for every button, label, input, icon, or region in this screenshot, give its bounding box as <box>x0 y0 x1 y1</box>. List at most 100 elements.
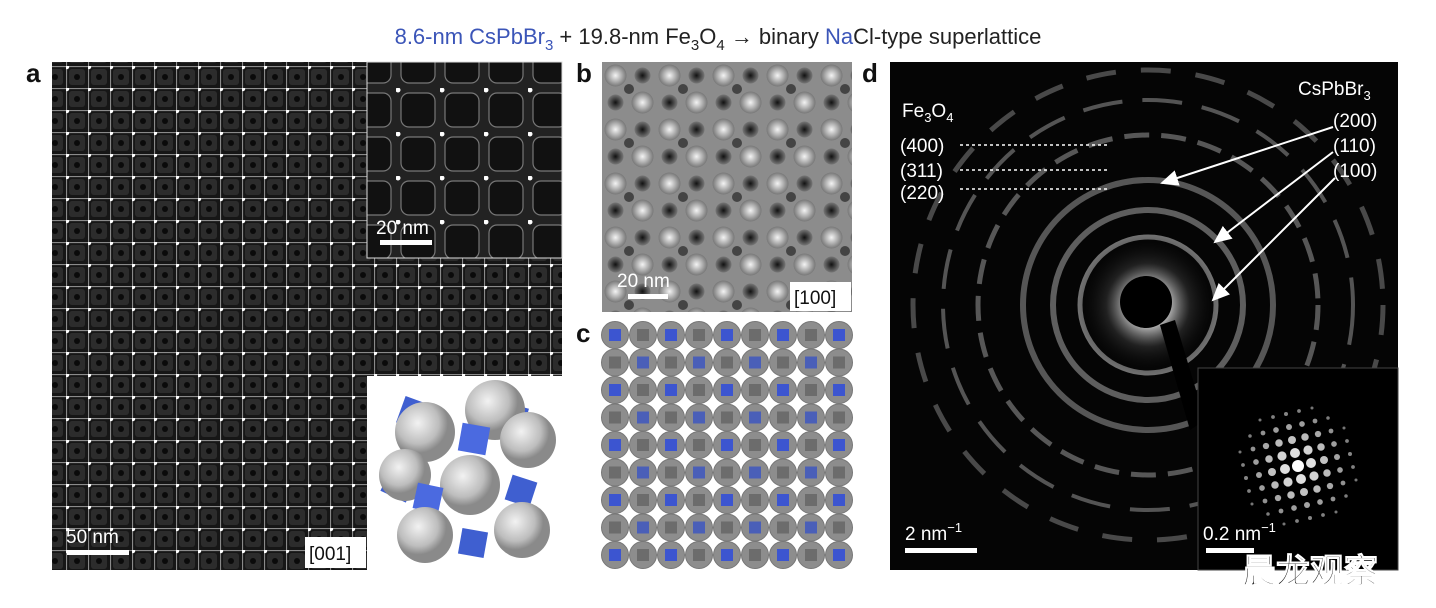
spot <box>1253 459 1259 465</box>
spot <box>1348 452 1352 456</box>
spot <box>1345 439 1349 443</box>
reflection-label: (110) <box>1333 136 1376 157</box>
spot <box>1266 512 1270 516</box>
tem-image <box>602 62 852 312</box>
label-sub: 4 <box>946 110 953 125</box>
cube <box>721 411 733 424</box>
cube <box>609 521 621 534</box>
spot <box>1354 478 1358 482</box>
reflection-arrows <box>1160 126 1336 302</box>
label-box <box>790 282 851 311</box>
spot <box>1284 412 1288 416</box>
spot <box>1342 426 1346 430</box>
reflection-label: (200) <box>1333 111 1377 132</box>
spot <box>1312 418 1318 424</box>
spot <box>1340 480 1346 486</box>
label-text: Fe <box>902 101 924 122</box>
scale-bar <box>380 240 432 245</box>
spot <box>1247 489 1251 493</box>
cube <box>665 439 677 451</box>
cube <box>805 439 817 451</box>
title-text: → binary <box>725 24 825 49</box>
cube <box>609 329 621 341</box>
cube <box>637 384 649 396</box>
scale-label: 2 nm−1 <box>905 520 962 545</box>
spot <box>1309 471 1319 481</box>
reflection-lines <box>960 144 1110 190</box>
cube <box>637 411 649 424</box>
spot <box>1317 443 1325 451</box>
cube <box>665 411 677 424</box>
spot <box>1323 469 1331 477</box>
cube <box>637 329 649 341</box>
cube <box>721 329 733 341</box>
cube <box>833 384 845 396</box>
cube <box>749 329 761 341</box>
cube <box>721 466 733 479</box>
cube <box>777 549 789 561</box>
spot <box>1296 474 1306 484</box>
scale-bar <box>1206 548 1254 553</box>
spot <box>1271 481 1279 489</box>
cube <box>665 466 677 479</box>
title-sub: 3 <box>545 37 553 54</box>
cube <box>721 494 733 506</box>
spot <box>1258 418 1262 422</box>
spot <box>1330 496 1336 502</box>
spot <box>1351 465 1355 469</box>
spot <box>1256 472 1262 478</box>
spot <box>1283 477 1293 487</box>
cube <box>609 384 621 396</box>
spot <box>1259 485 1265 491</box>
spot <box>1290 448 1300 458</box>
cube <box>749 549 761 561</box>
spot <box>1334 454 1340 460</box>
panel-label: a <box>26 58 41 88</box>
spot <box>1250 502 1254 506</box>
cube <box>637 439 649 451</box>
cube <box>637 494 649 506</box>
cube <box>749 411 761 424</box>
title-text: 8.6-nm CsPbBr <box>395 24 545 49</box>
cube <box>721 521 733 534</box>
spot <box>1238 450 1242 454</box>
cube <box>609 466 621 479</box>
spot <box>1299 421 1305 427</box>
spot <box>1277 451 1287 461</box>
cube <box>665 384 677 396</box>
spot <box>1292 460 1304 472</box>
cube <box>833 466 845 479</box>
cube <box>749 384 761 396</box>
cube <box>637 466 649 479</box>
cube <box>805 329 817 341</box>
label-text: O <box>931 101 946 122</box>
spot <box>1274 494 1282 502</box>
cube <box>777 439 789 451</box>
spot <box>1331 441 1337 447</box>
spot <box>1275 439 1283 447</box>
spot <box>1303 445 1313 455</box>
diffraction-rings <box>910 67 1386 543</box>
panel-label: b <box>576 58 592 88</box>
cube <box>609 494 621 506</box>
spot <box>1241 463 1245 467</box>
packing-model <box>601 321 853 570</box>
beam-stop <box>1160 320 1205 430</box>
spot <box>1286 424 1292 430</box>
label-box <box>305 537 366 568</box>
cube <box>665 494 677 506</box>
title-text: Na <box>825 24 854 49</box>
label-text: 0.2 nm <box>1203 524 1261 545</box>
spot <box>1262 498 1268 504</box>
label-sub: 3 <box>924 110 931 125</box>
spot <box>1334 510 1338 514</box>
spot <box>1297 409 1301 413</box>
spot <box>1295 519 1299 523</box>
title-text: + 19.8-nm Fe <box>553 24 691 49</box>
cube <box>805 549 817 561</box>
zone-axis: [100] <box>794 288 836 309</box>
label-sup: −1 <box>1261 520 1276 535</box>
zone-axis: [001] <box>309 544 351 565</box>
scale-label: 0.2 nm−1 <box>1203 520 1276 545</box>
